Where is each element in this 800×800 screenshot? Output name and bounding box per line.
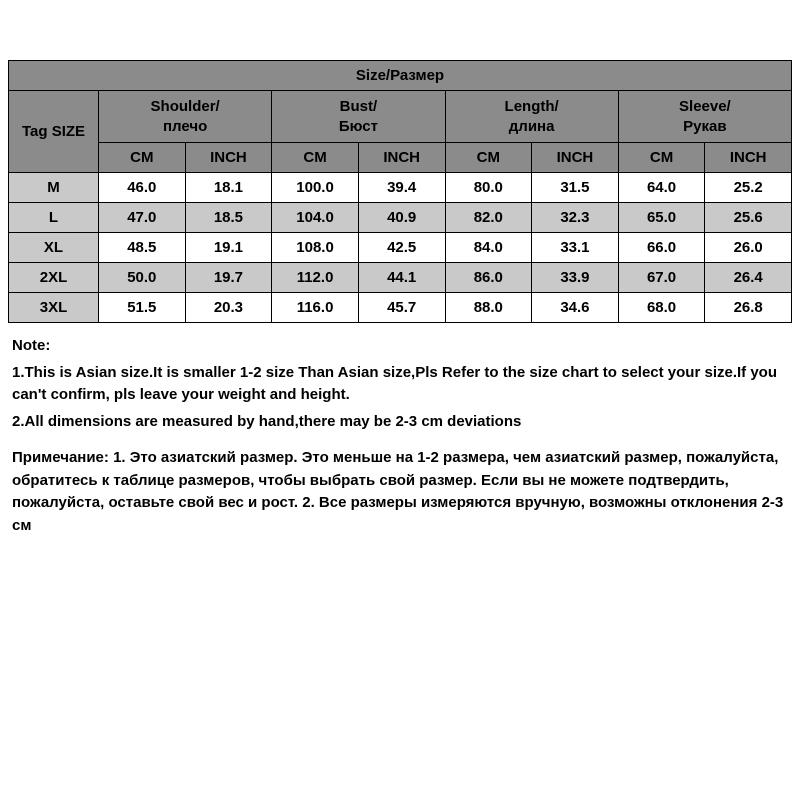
table-row: M 46.0 18.1 100.0 39.4 80.0 31.5 64.0 25… <box>9 173 792 203</box>
data-cell: 48.5 <box>99 233 186 263</box>
size-chart-container: Size/Размер Tag SIZE Shoulder/ плечо Bus… <box>0 0 800 800</box>
unit-inch: INCH <box>532 143 619 173</box>
data-cell: 100.0 <box>272 173 359 203</box>
data-cell: 42.5 <box>358 233 445 263</box>
table-row: 2XL 50.0 19.7 112.0 44.1 86.0 33.9 67.0 … <box>9 263 792 293</box>
col-shoulder-ru: плечо <box>163 118 207 135</box>
col-sleeve: Sleeve/ Рукав <box>618 91 791 143</box>
notes-section: Note: 1.This is Asian size.It is smaller… <box>8 333 792 543</box>
data-cell: 20.3 <box>185 293 272 323</box>
tag-cell: L <box>9 203 99 233</box>
col-length-ru: длина <box>509 118 555 135</box>
col-bust-en: Bust/ <box>340 98 378 115</box>
data-cell: 45.7 <box>358 293 445 323</box>
tag-cell: XL <box>9 233 99 263</box>
notes-ru: Примечание: 1. Это азиатский размер. Это… <box>12 447 788 537</box>
tag-cell: 3XL <box>9 293 99 323</box>
tag-cell: 2XL <box>9 263 99 293</box>
unit-cm: CM <box>445 143 532 173</box>
data-cell: 46.0 <box>99 173 186 203</box>
col-shoulder: Shoulder/ плечо <box>99 91 272 143</box>
size-table: Size/Размер Tag SIZE Shoulder/ плечо Bus… <box>8 60 792 323</box>
col-bust: Bust/ Бюст <box>272 91 445 143</box>
data-cell: 31.5 <box>532 173 619 203</box>
data-cell: 25.6 <box>705 203 792 233</box>
col-length-en: Length/ <box>505 98 559 115</box>
unit-inch: INCH <box>185 143 272 173</box>
data-cell: 80.0 <box>445 173 532 203</box>
data-cell: 51.5 <box>99 293 186 323</box>
data-cell: 25.2 <box>705 173 792 203</box>
data-cell: 34.6 <box>532 293 619 323</box>
data-cell: 88.0 <box>445 293 532 323</box>
table-row: L 47.0 18.5 104.0 40.9 82.0 32.3 65.0 25… <box>9 203 792 233</box>
unit-inch: INCH <box>705 143 792 173</box>
unit-cm: CM <box>618 143 705 173</box>
col-length: Length/ длина <box>445 91 618 143</box>
table-title: Size/Размер <box>9 61 792 91</box>
tag-cell: M <box>9 173 99 203</box>
data-cell: 18.1 <box>185 173 272 203</box>
data-cell: 84.0 <box>445 233 532 263</box>
data-cell: 18.5 <box>185 203 272 233</box>
data-cell: 40.9 <box>358 203 445 233</box>
data-cell: 47.0 <box>99 203 186 233</box>
data-cell: 108.0 <box>272 233 359 263</box>
data-cell: 32.3 <box>532 203 619 233</box>
unit-inch: INCH <box>358 143 445 173</box>
col-sleeve-ru: Рукав <box>683 118 726 135</box>
col-shoulder-en: Shoulder/ <box>151 98 220 115</box>
data-cell: 112.0 <box>272 263 359 293</box>
data-cell: 26.0 <box>705 233 792 263</box>
unit-cm: CM <box>99 143 186 173</box>
notes-heading: Note: <box>12 335 788 358</box>
data-cell: 39.4 <box>358 173 445 203</box>
data-cell: 64.0 <box>618 173 705 203</box>
data-cell: 65.0 <box>618 203 705 233</box>
data-cell: 26.4 <box>705 263 792 293</box>
data-cell: 116.0 <box>272 293 359 323</box>
notes-line-1: 1.This is Asian size.It is smaller 1-2 s… <box>12 362 788 407</box>
data-cell: 33.9 <box>532 263 619 293</box>
table-row: 3XL 51.5 20.3 116.0 45.7 88.0 34.6 68.0 … <box>9 293 792 323</box>
data-cell: 104.0 <box>272 203 359 233</box>
data-cell: 44.1 <box>358 263 445 293</box>
data-cell: 26.8 <box>705 293 792 323</box>
data-cell: 19.1 <box>185 233 272 263</box>
data-cell: 66.0 <box>618 233 705 263</box>
notes-line-2: 2.All dimensions are measured by hand,th… <box>12 411 788 434</box>
data-cell: 33.1 <box>532 233 619 263</box>
tag-size-header: Tag SIZE <box>9 91 99 173</box>
unit-cm: CM <box>272 143 359 173</box>
col-bust-ru: Бюст <box>339 118 378 135</box>
data-cell: 50.0 <box>99 263 186 293</box>
data-cell: 86.0 <box>445 263 532 293</box>
data-cell: 68.0 <box>618 293 705 323</box>
data-cell: 82.0 <box>445 203 532 233</box>
col-sleeve-en: Sleeve/ <box>679 98 731 115</box>
data-cell: 19.7 <box>185 263 272 293</box>
data-cell: 67.0 <box>618 263 705 293</box>
table-row: XL 48.5 19.1 108.0 42.5 84.0 33.1 66.0 2… <box>9 233 792 263</box>
